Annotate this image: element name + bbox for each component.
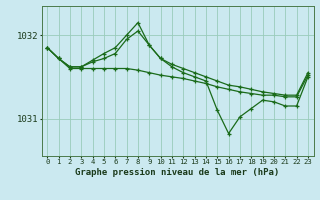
X-axis label: Graphe pression niveau de la mer (hPa): Graphe pression niveau de la mer (hPa): [76, 168, 280, 177]
